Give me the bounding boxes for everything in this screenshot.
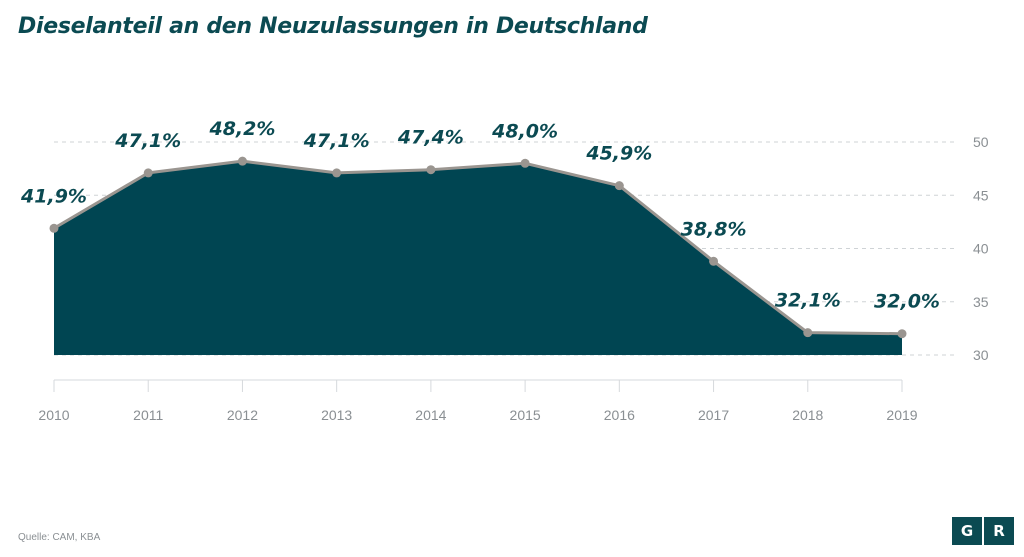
data-point-2012 xyxy=(237,156,247,166)
y-tick-label-45: 45 xyxy=(973,187,989,203)
data-label-2013: 47,1% xyxy=(303,130,370,152)
x-tick-label-2014: 2014 xyxy=(415,407,446,423)
chart-title: Dieselanteil an den Neuzulassungen in De… xyxy=(18,14,648,39)
data-label-2019: 32,0% xyxy=(874,291,940,313)
data-point-2017 xyxy=(709,256,719,266)
data-labels: 41,9% 47,1% 48,2% 47,1% 47,4% 48,0% 45,9% 38,8%… xyxy=(20,118,940,313)
y-tick-label-35: 35 xyxy=(973,294,989,310)
y-axis: 30 35 40 45 50 xyxy=(973,134,989,363)
data-point-2016 xyxy=(614,181,624,191)
logo-letter-g: G xyxy=(952,517,982,545)
data-label-2011: 47,1% xyxy=(114,130,181,152)
data-point-2013 xyxy=(332,168,342,178)
area-series xyxy=(49,156,907,355)
y-tick-label-40: 40 xyxy=(973,241,989,257)
source-note: Quelle: CAM, KBA xyxy=(18,532,101,543)
logo-letter-r: R xyxy=(984,517,1014,545)
data-label-2012: 48,2% xyxy=(208,118,275,140)
x-tick-label-2015: 2015 xyxy=(510,407,541,423)
x-tick-label-2012: 2012 xyxy=(227,407,258,423)
data-point-2011 xyxy=(143,168,153,178)
gr-logo: G R xyxy=(952,517,1014,545)
data-label-2018: 32,1% xyxy=(775,290,841,312)
data-label-2016: 45,9% xyxy=(585,143,652,165)
x-tick-label-2019: 2019 xyxy=(886,407,917,423)
area-fill xyxy=(54,161,902,355)
x-tick-label-2016: 2016 xyxy=(604,407,635,423)
data-point-2019 xyxy=(897,329,907,339)
x-tick-label-2010: 2010 xyxy=(38,407,69,423)
data-label-2014: 47,4% xyxy=(397,127,464,149)
data-label-2015: 48,0% xyxy=(491,120,558,142)
data-label-2010: 41,9% xyxy=(20,185,87,207)
data-point-2010 xyxy=(49,223,59,233)
x-axis: 2010 2011 2012 2013 2014 2015 2016 2017 2018 2019 xyxy=(38,379,918,423)
x-tick-label-2018: 2018 xyxy=(792,407,823,423)
x-tick-label-2011: 2011 xyxy=(133,407,163,423)
data-point-2018 xyxy=(803,328,813,338)
y-tick-label-30: 30 xyxy=(973,347,989,363)
x-tick-label-2013: 2013 xyxy=(321,407,352,423)
data-point-2015 xyxy=(520,158,530,168)
data-point-2014 xyxy=(426,165,436,175)
y-tick-label-50: 50 xyxy=(973,134,989,150)
x-tick-label-2017: 2017 xyxy=(698,407,729,423)
series-line xyxy=(53,159,903,336)
data-label-2017: 38,8% xyxy=(681,218,747,240)
